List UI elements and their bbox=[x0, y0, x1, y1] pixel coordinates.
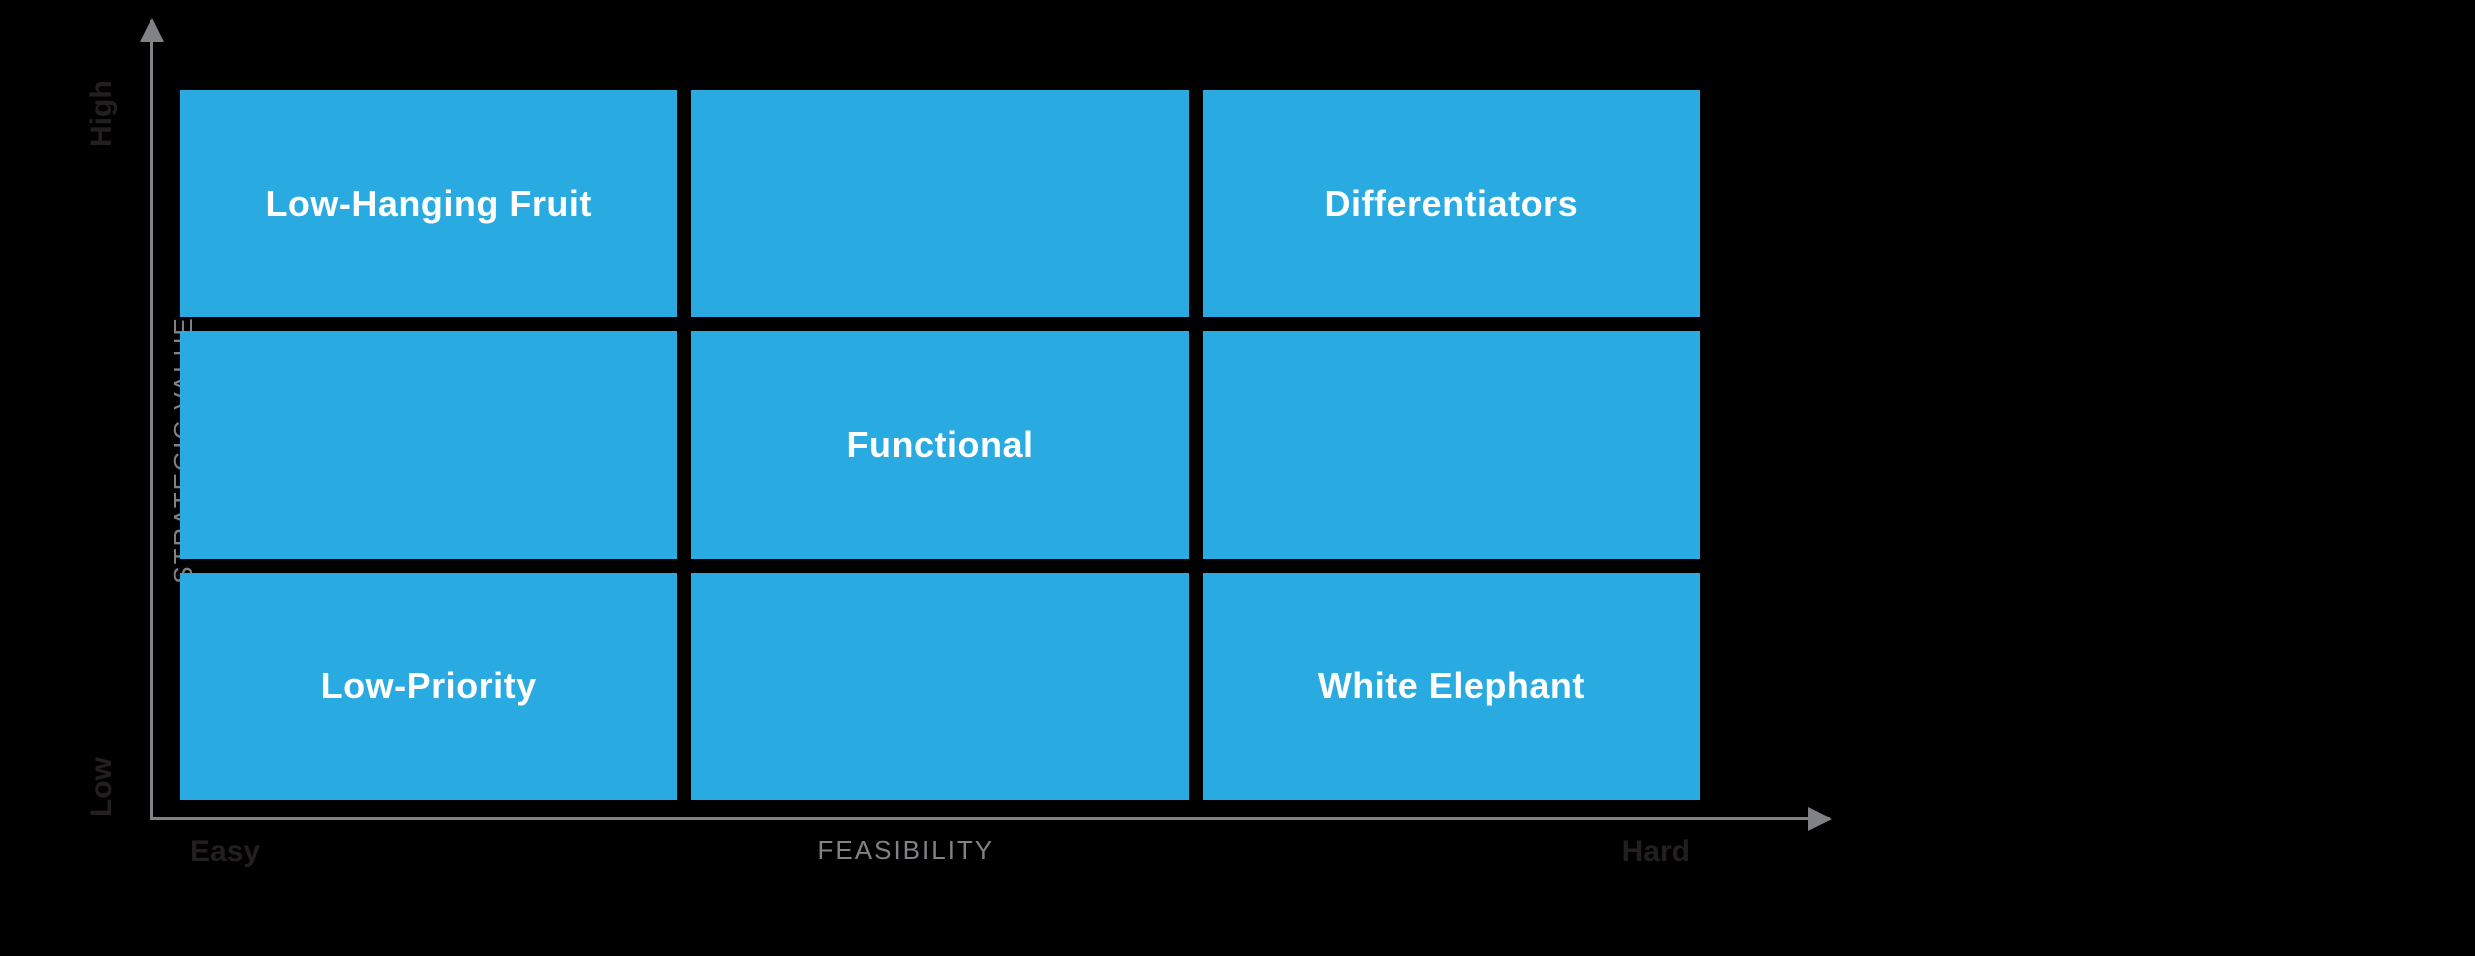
matrix-grid: Low-Hanging Fruit Differentiators Functi… bbox=[180, 90, 1700, 800]
cell-bot-center bbox=[691, 573, 1188, 800]
priority-matrix-chart: STRATEGIC VALUE High Low Low-Hanging Fru… bbox=[60, 80, 1780, 880]
y-axis-low-label: Low bbox=[85, 757, 119, 817]
plot-area: Low-Hanging Fruit Differentiators Functi… bbox=[150, 80, 1750, 820]
x-axis-high-label: Hard bbox=[1622, 835, 1690, 869]
x-axis-low-label: Easy bbox=[190, 835, 260, 869]
cell-mid-left bbox=[180, 331, 677, 558]
x-axis-arrow bbox=[150, 817, 1830, 820]
y-axis-arrow bbox=[150, 20, 153, 820]
x-axis-labels: Easy FEASIBILITY Hard bbox=[150, 835, 1750, 885]
cell-mid-right bbox=[1203, 331, 1700, 558]
cell-top-center bbox=[691, 90, 1188, 317]
cell-mid-center: Functional bbox=[691, 331, 1188, 558]
x-axis-title: FEASIBILITY bbox=[818, 835, 995, 866]
y-axis-labels: STRATEGIC VALUE High Low bbox=[60, 80, 120, 820]
cell-top-left: Low-Hanging Fruit bbox=[180, 90, 677, 317]
cell-top-right: Differentiators bbox=[1203, 90, 1700, 317]
y-axis-high-label: High bbox=[85, 80, 119, 147]
cell-bot-left: Low-Priority bbox=[180, 573, 677, 800]
cell-bot-right: White Elephant bbox=[1203, 573, 1700, 800]
